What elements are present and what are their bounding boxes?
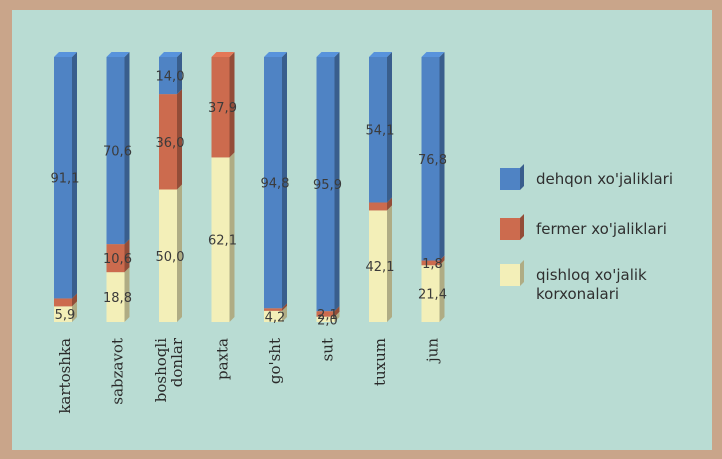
category-label: sabzavot [109, 338, 127, 405]
data-label: 94,8 [261, 177, 290, 192]
legend-label-line: fermer xo'jaliklari [536, 220, 667, 238]
category-label: paxta [214, 338, 232, 380]
legend-swatch [500, 218, 520, 240]
legend-label: dehqon xo'jaliklari [536, 170, 673, 188]
legend-swatch-side [520, 214, 524, 240]
category-label-line: go'sht [266, 338, 284, 384]
legend-swatch [500, 168, 520, 190]
legend-label-line: dehqon xo'jaliklari [536, 170, 673, 188]
category-label: sut [319, 338, 337, 361]
data-label: 70,6 [103, 145, 132, 160]
data-label: 21,4 [418, 288, 447, 303]
bar-segment [369, 202, 387, 210]
legend-label: qishloq xo'jalik korxonalari [536, 266, 647, 303]
stacked-bar-chart: 5,9 91,1 kartoshka 18,8 10,6 70,6 sabzavot 50,0… [12, 10, 712, 450]
category-label-line: tuxum [371, 338, 389, 386]
legend-label: fermer xo'jaliklari [536, 220, 667, 238]
data-label: 54,1 [366, 124, 395, 139]
data-label: 18,8 [103, 291, 132, 306]
category-label: kartoshka [56, 338, 74, 414]
legend-swatch-side [520, 164, 524, 190]
data-label: 50,0 [156, 250, 185, 265]
data-label: 14,0 [156, 70, 185, 85]
category-label: boshoqlidonlar [152, 337, 186, 402]
category-label-line: sut [319, 338, 337, 361]
data-label: 91,1 [51, 172, 80, 187]
legend-label-line: qishloq xo'jalik [536, 266, 647, 284]
category-label: tuxum [371, 338, 389, 386]
data-label: 62,1 [208, 234, 237, 249]
data-label: 37,9 [208, 101, 237, 116]
legend-swatch [500, 264, 520, 286]
category-label-line: sabzavot [109, 338, 127, 405]
data-label: 2,1 [317, 308, 338, 323]
data-label: 95,9 [313, 178, 342, 193]
bar-segment [54, 298, 72, 306]
data-label: 4,2 [265, 310, 286, 325]
legend-swatch-side [520, 260, 524, 286]
category-label-line: jun [424, 338, 442, 364]
category-label: jun [424, 338, 442, 364]
category-label: go'sht [266, 338, 284, 384]
data-label: 10,6 [103, 252, 132, 267]
data-label: 5,9 [55, 308, 76, 323]
chart-panel: 5,9 91,1 kartoshka 18,8 10,6 70,6 sabzavot 50,0… [12, 10, 712, 450]
category-label-line: paxta [214, 338, 232, 380]
data-label: 1,8 [422, 257, 443, 272]
category-label-line: donlar [168, 337, 186, 387]
data-label: 76,8 [418, 153, 447, 168]
category-label-line: kartoshka [56, 338, 74, 414]
legend-label-line: korxonalari [536, 285, 619, 303]
data-label: 36,0 [156, 136, 185, 151]
data-label: 42,1 [366, 260, 395, 275]
